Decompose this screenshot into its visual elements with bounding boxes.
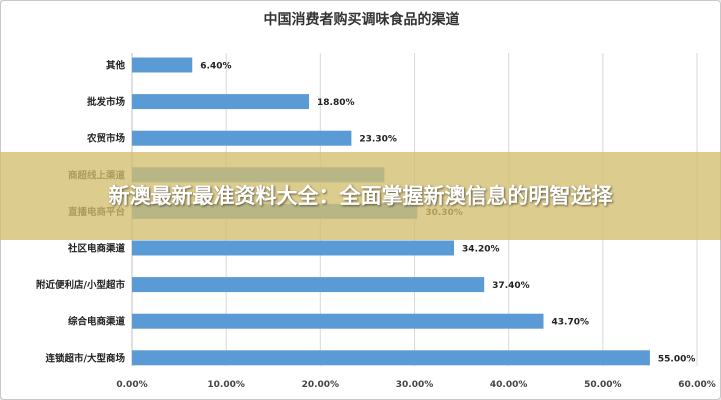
x-tick-label: 60.00% — [678, 380, 716, 390]
x-tick-label: 10.00% — [207, 380, 245, 390]
x-tick-label: 30.00% — [396, 380, 434, 390]
bar — [132, 57, 193, 73]
category-label: 社区电商渠道 — [67, 243, 126, 255]
bar — [132, 240, 455, 256]
category-label: 综合电商渠道 — [68, 316, 126, 328]
data-label: 34.20% — [462, 245, 500, 255]
x-tick-label: 50.00% — [584, 380, 622, 390]
data-label: 43.70% — [552, 318, 590, 328]
bar — [132, 350, 650, 366]
category-label: 其他 — [106, 60, 126, 72]
category-label: 批发市场 — [87, 96, 126, 108]
bar — [132, 94, 310, 110]
x-tick-label: 0.00% — [116, 380, 147, 390]
bar — [132, 277, 485, 293]
x-tick-label: 40.00% — [490, 380, 528, 390]
x-tick-label: 20.00% — [302, 380, 340, 390]
data-label: 18.80% — [317, 98, 355, 108]
overlay-banner: 新澳最新最准资料大全：全面掌握新澳信息的明智选择 — [0, 152, 721, 240]
banner-text: 新澳最新最准资料大全：全面掌握新澳信息的明智选择 — [108, 184, 613, 208]
data-label: 55.00% — [658, 354, 696, 364]
chart-title: 中国消费者购买调味食品的渠道 — [263, 12, 460, 28]
bar — [132, 313, 544, 329]
category-label: 连锁超市/大型商场 — [46, 352, 126, 364]
category-label: 农贸市场 — [86, 133, 126, 145]
data-label: 6.40% — [200, 62, 231, 72]
data-label: 37.40% — [492, 281, 530, 291]
data-label: 23.30% — [359, 135, 397, 145]
category-label: 附近便利店/小型超市 — [36, 279, 125, 291]
bar — [132, 130, 352, 146]
